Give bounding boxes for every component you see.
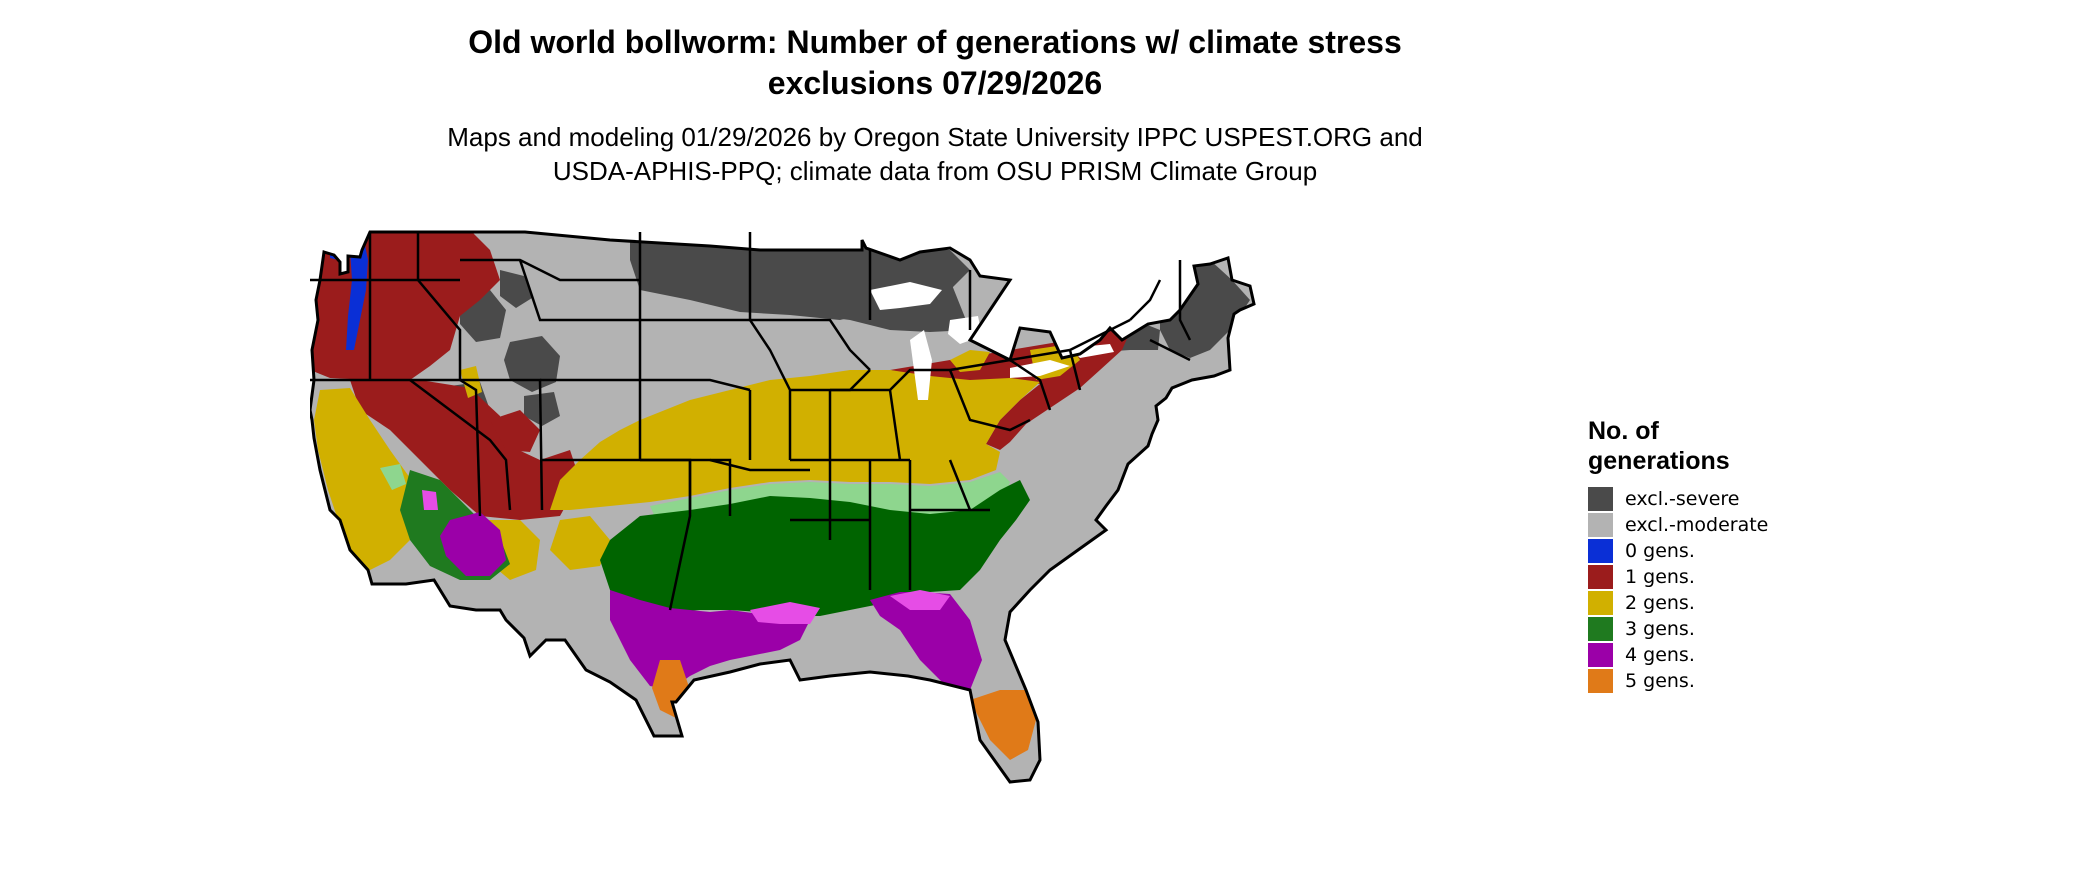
legend-label: 0 gens. <box>1625 540 1695 562</box>
legend-item-excl-severe: excl.-severe <box>1588 486 1848 512</box>
legend-title-line-1: No. of <box>1588 417 1659 445</box>
legend-title: No. of generations <box>1588 416 1848 476</box>
legend-title-line-2: generations <box>1588 447 1730 475</box>
legend-label: 5 gens. <box>1625 670 1695 692</box>
legend-swatch <box>1588 669 1613 693</box>
legend-item-2-gens: 2 gens. <box>1588 590 1848 616</box>
legend-label: 1 gens. <box>1625 566 1695 588</box>
legend-swatch <box>1588 487 1613 511</box>
legend-item-0-gens: 0 gens. <box>1588 538 1848 564</box>
legend-item-4-gens: 4 gens. <box>1588 642 1848 668</box>
map-title: Old world bollworm: Number of generation… <box>380 22 1490 104</box>
legend-swatch <box>1588 643 1613 667</box>
legend-item-excl-moderate: excl.-moderate <box>1588 512 1848 538</box>
legend-swatch <box>1588 591 1613 615</box>
map-legend: No. of generations excl.-severe excl.-mo… <box>1588 416 1848 694</box>
legend-swatch <box>1588 539 1613 563</box>
legend-item-3-gens: 3 gens. <box>1588 616 1848 642</box>
legend-label: 4 gens. <box>1625 644 1695 666</box>
map-subtitle: Maps and modeling 01/29/2026 by Oregon S… <box>380 120 1490 188</box>
title-line-1: Old world bollworm: Number of generation… <box>468 24 1402 60</box>
legend-swatch <box>1588 513 1613 537</box>
legend-swatch <box>1588 565 1613 589</box>
legend-label: 2 gens. <box>1625 592 1695 614</box>
legend-label: 3 gens. <box>1625 618 1695 640</box>
subtitle-line-1: Maps and modeling 01/29/2026 by Oregon S… <box>447 122 1423 152</box>
title-line-2: exclusions 07/29/2026 <box>767 65 1103 101</box>
legend-swatch <box>1588 617 1613 641</box>
legend-label: excl.-moderate <box>1625 514 1769 536</box>
legend-label: excl.-severe <box>1625 488 1740 510</box>
legend-item-1-gens: 1 gens. <box>1588 564 1848 590</box>
us-generations-map <box>310 230 1256 784</box>
legend-item-5-gens: 5 gens. <box>1588 668 1848 694</box>
subtitle-line-2: USDA-APHIS-PPQ; climate data from OSU PR… <box>552 156 1318 186</box>
